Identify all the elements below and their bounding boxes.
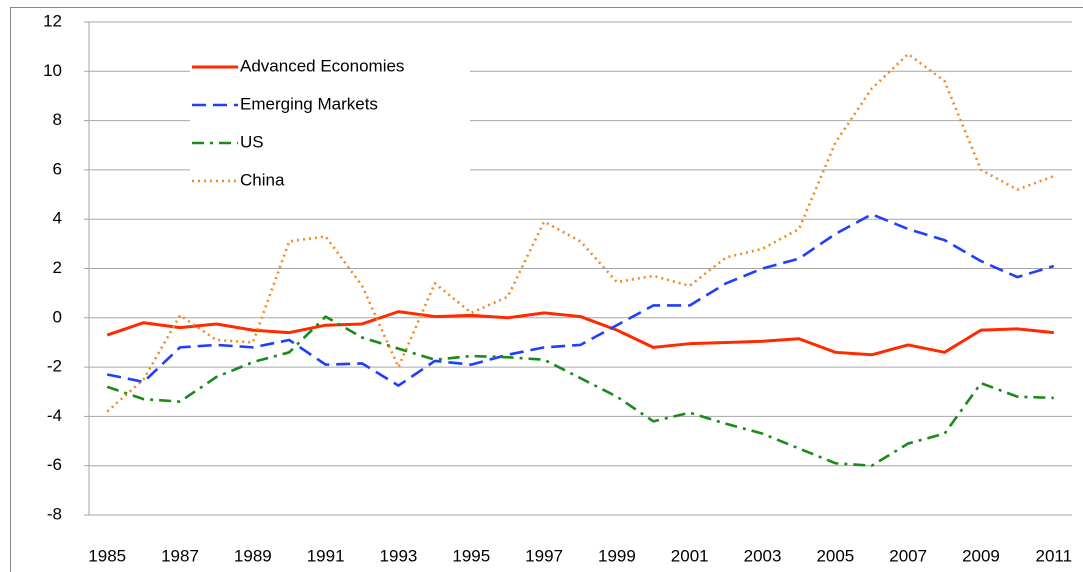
x-tick-label: 2001 — [671, 546, 709, 565]
y-tick-label: 2 — [53, 258, 62, 277]
series-line — [106, 212, 1055, 387]
y-tick-label: 0 — [53, 307, 62, 326]
legend-label: China — [240, 170, 285, 189]
y-tick-label: 10 — [43, 61, 62, 80]
x-tick-label: 2005 — [816, 546, 854, 565]
y-tick-label: 12 — [43, 11, 62, 30]
x-tick-label: 2011 — [1036, 546, 1073, 565]
x-tick-label: 2009 — [962, 546, 1000, 565]
legend-box — [190, 45, 470, 207]
x-tick-label: 1987 — [161, 546, 199, 565]
x-tick-label: 2007 — [889, 546, 927, 565]
x-tick-label: 1991 — [307, 546, 345, 565]
y-tick-label: 4 — [53, 209, 62, 228]
y-tick-label: -6 — [47, 455, 62, 474]
series-line — [106, 315, 1054, 467]
x-tick-label: 1997 — [525, 546, 563, 565]
x-tick-label: 1999 — [598, 546, 636, 565]
x-tick-label: 1993 — [380, 546, 418, 565]
y-tick-label: -4 — [47, 406, 62, 425]
legend-label: US — [240, 132, 264, 151]
legend-label: Advanced Economies — [240, 56, 404, 75]
x-tick-label: 2003 — [744, 546, 782, 565]
y-tick-label: -8 — [47, 504, 62, 523]
y-tick-label: -2 — [47, 357, 62, 376]
x-tick-label: 1989 — [234, 546, 272, 565]
legend-label: Emerging Markets — [240, 94, 378, 113]
x-tick-label: 1985 — [88, 546, 126, 565]
x-tick-label: 1995 — [452, 546, 490, 565]
series-line — [106, 310, 1054, 357]
y-tick-label: 6 — [53, 159, 62, 178]
y-tick-label: 8 — [53, 110, 62, 129]
